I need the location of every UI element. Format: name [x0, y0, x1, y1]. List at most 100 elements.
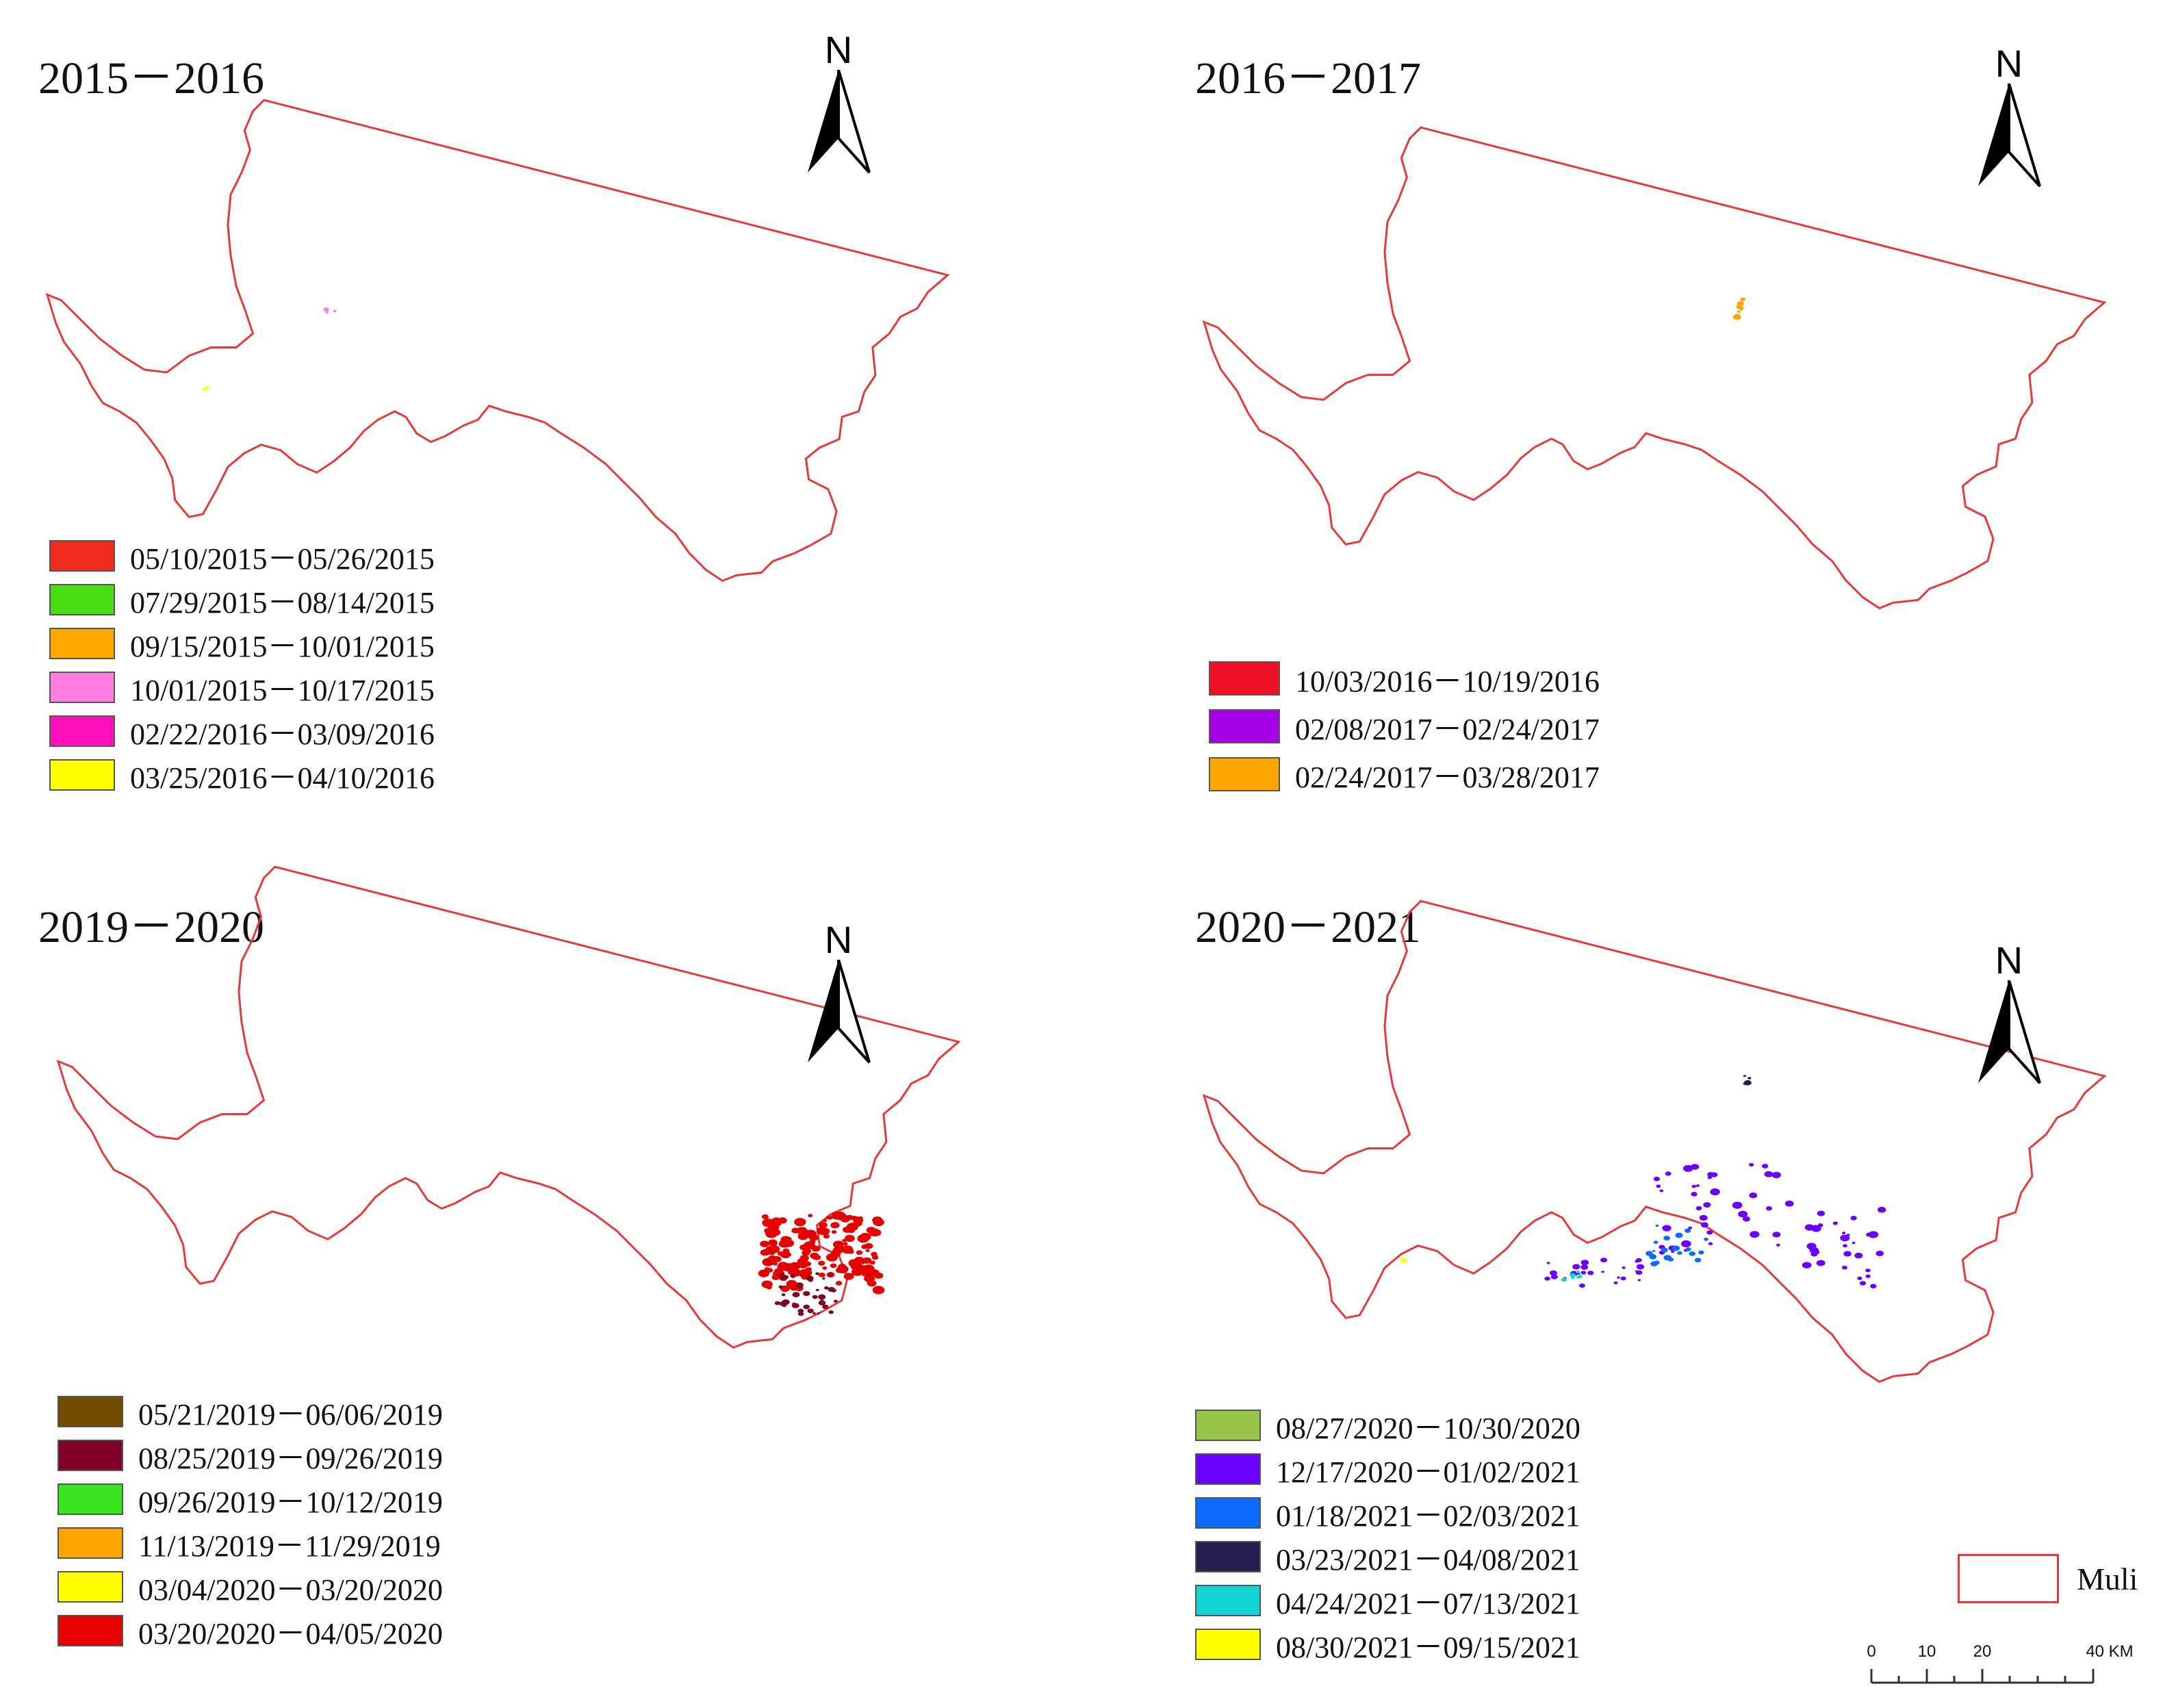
legend-label: 04/24/2021－07/13/2021 [1276, 1587, 1580, 1620]
fire-spot [1843, 1251, 1852, 1257]
north-arrow: N [801, 27, 876, 178]
fire-spot [794, 1218, 806, 1227]
fire-spot [803, 1304, 810, 1310]
map-area [56, 865, 961, 1349]
fire-spot [790, 1273, 795, 1277]
fire-spot [1575, 1270, 1580, 1273]
fire-spot [1635, 1270, 1643, 1275]
fire-spot [843, 1273, 854, 1280]
fire-spot [872, 1216, 883, 1224]
legend-swatch [49, 672, 115, 703]
fire-spot [1764, 1171, 1774, 1177]
legend-label: 03/23/2021－04/08/2021 [1276, 1543, 1580, 1577]
fire-spot [1546, 1262, 1550, 1264]
fire-spot [822, 1304, 829, 1310]
fire-spot [1652, 1249, 1656, 1252]
fire-spot [1742, 1216, 1750, 1222]
fire-spot [1748, 1077, 1752, 1080]
fire-spot [1654, 1260, 1660, 1265]
legend-swatch [49, 715, 115, 747]
panel-2020-2021: 2020－2021 N 08/27/2020－10/30/2020 12/17/… [1157, 849, 2176, 1708]
fire-spot [1637, 1279, 1641, 1282]
fire-spot [780, 1273, 784, 1276]
fire-spot [1832, 1221, 1838, 1225]
fire-spot [1587, 1271, 1594, 1275]
fire-spot [1703, 1202, 1711, 1208]
legend-item: 02/24/2017－03/28/2017 [1209, 750, 1600, 798]
fire-spot [817, 1227, 828, 1236]
legend: 05/10/2015－05/26/2015 07/29/2015－08/14/2… [49, 534, 435, 797]
legend-swatch [1195, 1453, 1261, 1485]
fire-spot [1710, 1172, 1718, 1177]
panel-2019-2020: 2019－2020 N 05/21/2019－06/06/2019 08/25/… [0, 849, 1088, 1708]
fire-spot [1671, 1250, 1675, 1253]
fire-spot [1561, 1277, 1567, 1282]
fire-spot [799, 1254, 809, 1262]
legend-label: 08/25/2019－09/26/2019 [138, 1442, 443, 1475]
fire-spot [818, 1294, 826, 1300]
fire-spot [818, 1260, 825, 1266]
legend-item: 05/21/2019－06/06/2019 [57, 1390, 443, 1433]
fire-spot [1813, 1249, 1820, 1255]
fire-spot [804, 1249, 812, 1254]
legend-swatch [57, 1615, 123, 1646]
fire-spot [1840, 1234, 1850, 1242]
fire-spot [1710, 1188, 1720, 1196]
fire-spot [1662, 1225, 1672, 1232]
fire-spot [1850, 1216, 1857, 1221]
fire-spot [774, 1301, 780, 1305]
fire-spot [795, 1282, 804, 1288]
fire-spot [796, 1227, 808, 1235]
fire-spot [1578, 1283, 1585, 1288]
legend-label: 11/13/2019－11/29/2019 [138, 1529, 441, 1563]
fire-spot [1572, 1264, 1580, 1270]
north-arrow-icon [1978, 980, 2041, 1084]
fire-spot [1765, 1206, 1773, 1211]
fire-spot [1706, 1230, 1713, 1235]
fire-spot [838, 1263, 847, 1270]
fire-spot [1663, 1236, 1671, 1241]
fire-spot [1749, 1162, 1754, 1167]
fire-spot [1743, 1075, 1746, 1078]
boundary-legend: Muli [1958, 1554, 2138, 1603]
fire-spot [1681, 1240, 1691, 1248]
north-arrow: N [1971, 938, 2047, 1088]
fire-points [758, 1211, 885, 1316]
legend-item: 10/03/2016－10/19/2016 [1209, 654, 1600, 702]
scale-tick-label: 20 [1973, 1642, 1992, 1661]
fire-spot [782, 1263, 795, 1272]
fire-spot [1655, 1224, 1659, 1227]
fire-spot [1816, 1260, 1826, 1266]
fire-spot [1549, 1270, 1557, 1276]
fire-spot [818, 1300, 826, 1305]
fire-spot [1695, 1206, 1702, 1211]
fire-spot [843, 1242, 848, 1246]
fire-spot [1806, 1242, 1817, 1250]
fire-spot [823, 1219, 828, 1223]
fire-spot [1841, 1232, 1846, 1235]
fire-points [1732, 297, 1746, 320]
legend-label: 08/27/2020－10/30/2020 [1276, 1412, 1580, 1445]
legend-label: 03/04/2020－03/20/2020 [138, 1573, 443, 1607]
fire-spot [768, 1239, 778, 1247]
legend-swatch [1209, 709, 1280, 743]
fire-spot [771, 1274, 780, 1280]
scale-bar: 0 10 20 40 KM [1867, 1642, 2134, 1684]
muli-boundary [1202, 126, 2107, 610]
fire-spot [792, 1302, 795, 1305]
fire-spot [761, 1214, 769, 1219]
fire-spot [812, 1254, 821, 1260]
legend-item: 04/24/2021－07/13/2021 [1195, 1579, 1580, 1622]
legend-item: 03/25/2016－04/10/2016 [49, 753, 435, 797]
fire-spot [1695, 1184, 1700, 1187]
fire-spot [1842, 1244, 1847, 1248]
fire-spot [1675, 1232, 1683, 1238]
fire-spot [797, 1218, 803, 1222]
legend-item: 08/27/2020－10/30/2020 [1195, 1403, 1580, 1447]
legend: 08/27/2020－10/30/2020 12/17/2020－01/02/2… [1195, 1403, 1580, 1666]
legend-swatch [1195, 1585, 1261, 1616]
legend-item: 08/30/2021－09/15/2021 [1195, 1622, 1580, 1666]
boundary-label: Muli [2077, 1561, 2138, 1596]
legend-item: 03/04/2020－03/20/2020 [57, 1565, 443, 1609]
fire-spot [1854, 1252, 1863, 1259]
